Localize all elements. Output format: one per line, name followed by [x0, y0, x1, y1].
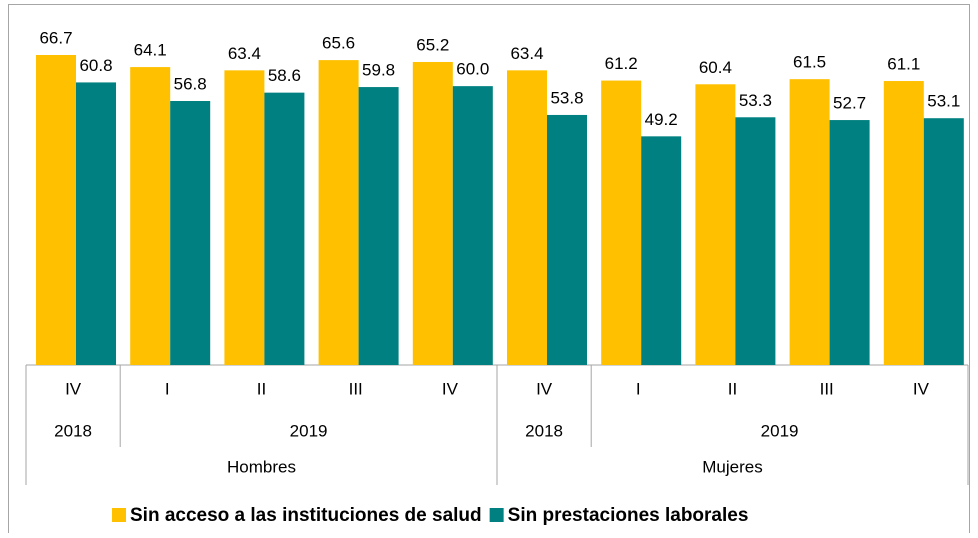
- x-tick-label: II: [257, 379, 266, 398]
- data-label: 52.7: [833, 94, 866, 113]
- group-label: Mujeres: [702, 457, 762, 476]
- bar: [923, 118, 964, 365]
- year-label: 2018: [525, 421, 563, 440]
- bar: [452, 86, 493, 365]
- data-label: 53.1: [927, 92, 960, 111]
- bar: [170, 101, 211, 365]
- x-tick-label: I: [165, 379, 170, 398]
- data-label: 49.2: [645, 110, 678, 129]
- legend-swatch: [112, 508, 126, 522]
- data-label: 56.8: [174, 74, 207, 93]
- x-tick-label: III: [349, 379, 363, 398]
- bar: [641, 136, 682, 365]
- x-tick-label: IV: [536, 379, 553, 398]
- x-tick-label: III: [820, 379, 834, 398]
- year-label: 2018: [54, 421, 92, 440]
- data-label: 60.4: [699, 58, 732, 77]
- x-tick-label: I: [636, 379, 641, 398]
- data-label: 59.8: [362, 61, 395, 80]
- data-label: 60.0: [456, 60, 489, 79]
- data-label: 61.5: [793, 53, 826, 72]
- bar: [735, 117, 776, 365]
- bar: [547, 114, 587, 366]
- data-label: 53.8: [550, 88, 583, 107]
- bar: [695, 84, 736, 365]
- bar: [76, 82, 116, 365]
- bar: [318, 60, 359, 366]
- bar: [358, 87, 399, 365]
- bar: [601, 80, 642, 365]
- year-label: 2019: [761, 421, 799, 440]
- group-label: Hombres: [227, 457, 296, 476]
- data-label: 63.4: [510, 44, 543, 63]
- bar: [789, 79, 830, 366]
- bar: [224, 70, 265, 365]
- bar: [130, 67, 171, 366]
- data-label: 61.2: [605, 54, 638, 73]
- year-label: 2019: [290, 421, 328, 440]
- bar: [507, 70, 547, 365]
- data-label: 63.4: [228, 44, 261, 63]
- frame: [8, 4, 970, 538]
- bar: [829, 120, 870, 365]
- bar: [36, 55, 76, 365]
- data-label: 65.2: [416, 35, 449, 54]
- data-label: 65.6: [322, 34, 355, 53]
- bar: [264, 92, 305, 365]
- data-label: 64.1: [134, 41, 167, 60]
- data-label: 66.7: [39, 28, 72, 47]
- data-label: 60.8: [79, 56, 112, 75]
- legend-swatch: [489, 508, 504, 522]
- data-label: 61.1: [887, 55, 920, 74]
- x-tick-label: IV: [65, 379, 82, 398]
- x-tick-label: IV: [913, 379, 930, 398]
- legend-label: Sin prestaciones laborales: [508, 505, 749, 526]
- x-tick-label: II: [728, 379, 737, 398]
- data-label: 58.6: [268, 66, 301, 85]
- data-label: 53.3: [739, 91, 772, 110]
- x-tick-label: IV: [442, 379, 459, 398]
- legend-label: Sin acceso a las instituciones de salud: [130, 505, 482, 526]
- bar: [412, 61, 453, 365]
- bar: [883, 81, 924, 366]
